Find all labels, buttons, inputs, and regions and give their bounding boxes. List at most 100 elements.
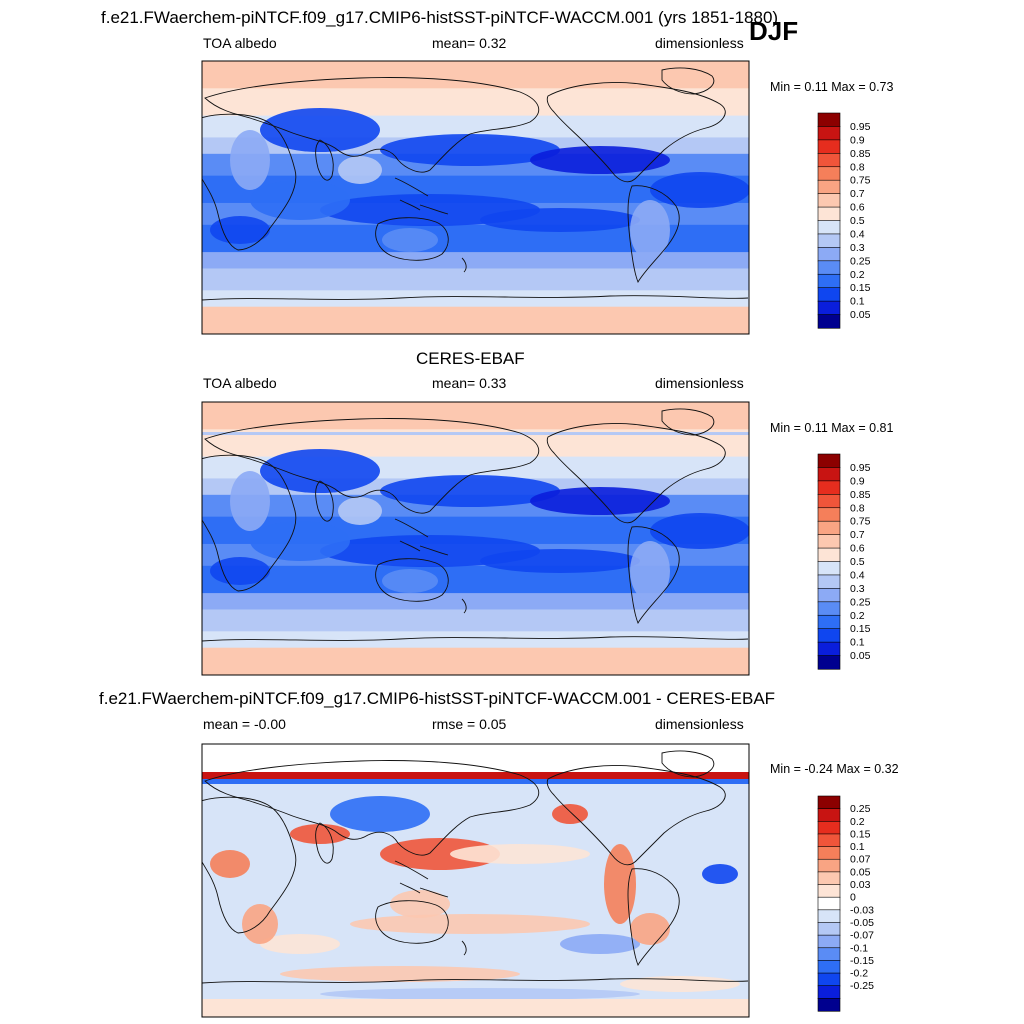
colorbar-tick-label: 0.7 bbox=[850, 529, 865, 541]
colorbar-swatch bbox=[817, 998, 841, 1012]
colorbar-swatch bbox=[817, 628, 841, 643]
colorbar-tick-label: -0.25 bbox=[850, 980, 874, 992]
colorbar-tick-label: 0.03 bbox=[850, 879, 871, 891]
panel2-minmax: Min = 0.11 Max = 0.81 bbox=[770, 421, 894, 435]
colorbar-tick-label: -0.05 bbox=[850, 917, 874, 929]
colorbar-swatch bbox=[817, 480, 841, 495]
panel1-map bbox=[201, 60, 750, 335]
panel3-mean-label: mean = -0.00 bbox=[203, 716, 286, 732]
panel3-minmax: Min = -0.24 Max = 0.32 bbox=[770, 762, 899, 776]
panel1-mean-label: mean= 0.32 bbox=[432, 35, 507, 51]
colorbar-swatch bbox=[817, 896, 841, 911]
colorbar-swatch bbox=[817, 561, 841, 576]
panel3-rmse-label: rmse = 0.05 bbox=[432, 716, 507, 732]
colorbar-tick-label: -0.1 bbox=[850, 942, 868, 954]
colorbar-tick-label: -0.07 bbox=[850, 930, 874, 942]
colorbar-swatch bbox=[817, 467, 841, 482]
colorbar-tick-label: 0.15 bbox=[850, 282, 871, 294]
colorbar-swatch bbox=[817, 273, 841, 289]
colorbar-swatch bbox=[817, 947, 841, 962]
panel3-map bbox=[201, 743, 750, 1018]
colorbar-swatch bbox=[817, 922, 841, 936]
colorbar-tick-label: 0.25 bbox=[850, 803, 871, 815]
panel1-units-label: dimensionless bbox=[655, 35, 744, 51]
panel2-colorbar: 0.950.9 0.850.8 0.750.7 0.60.50.4 0.30.25 0.2… bbox=[817, 453, 871, 670]
colorbar-tick-label: 0.1 bbox=[850, 296, 865, 308]
colorbar-tick-label: 0.85 bbox=[850, 148, 871, 160]
colorbar-swatch bbox=[817, 220, 841, 235]
colorbar-tick-label: 0.25 bbox=[850, 255, 871, 267]
colorbar-swatch bbox=[817, 520, 841, 536]
colorbar-tick-label: 0.05 bbox=[850, 650, 871, 662]
colorbar-tick-label: 0.15 bbox=[850, 828, 871, 840]
colorbar-swatch bbox=[817, 166, 841, 181]
colorbar-swatch bbox=[817, 453, 841, 469]
colorbar-tick-label: 0.8 bbox=[850, 502, 865, 514]
colorbar-swatch bbox=[817, 126, 841, 141]
colorbar-tick-label: -0.2 bbox=[850, 968, 868, 980]
colorbar-swatch bbox=[817, 179, 841, 195]
colorbar-tick-label: 0 bbox=[850, 892, 856, 904]
panel3-colorbar: 0.250.20.150.10.070.050.030-0.03-0.05-0.… bbox=[817, 795, 874, 1012]
colorbar-swatch bbox=[817, 206, 841, 222]
colorbar-swatch bbox=[817, 260, 841, 275]
colorbar-swatch bbox=[817, 314, 841, 329]
colorbar-swatch bbox=[817, 833, 841, 848]
colorbar-swatch bbox=[817, 808, 841, 822]
colorbar-tick-label: 0.85 bbox=[850, 489, 871, 501]
colorbar-swatch bbox=[817, 287, 841, 302]
colorbar-tick-label: 0.07 bbox=[850, 854, 871, 866]
colorbar-tick-label: 0.95 bbox=[850, 121, 871, 133]
panel1-title: f.e21.FWaerchem-piNTCF.f09_g17.CMIP6-his… bbox=[101, 8, 779, 27]
colorbar-tick-label: 0.2 bbox=[850, 269, 865, 281]
colorbar-swatch bbox=[817, 655, 841, 670]
colorbar-tick-label: 0.2 bbox=[850, 610, 865, 622]
colorbar-swatch bbox=[817, 507, 841, 522]
colorbar-swatch bbox=[817, 960, 841, 974]
colorbar-swatch bbox=[817, 153, 841, 168]
colorbar-tick-label: 0.7 bbox=[850, 188, 865, 200]
colorbar-swatch bbox=[817, 494, 841, 509]
colorbar-swatch bbox=[817, 193, 841, 208]
colorbar-swatch bbox=[817, 534, 841, 549]
colorbar-tick-label: 0.05 bbox=[850, 866, 871, 878]
panel1-colorbar: 0.950.9 0.850.8 0.750.7 0.60.50.4 0.30.25 0.2… bbox=[817, 112, 871, 329]
panel2-title: CERES-EBAF bbox=[416, 349, 525, 368]
season-label: DJF bbox=[749, 16, 799, 46]
colorbar-tick-label: 0.15 bbox=[850, 623, 871, 635]
colorbar-swatch bbox=[817, 972, 841, 987]
colorbar-swatch bbox=[817, 247, 841, 262]
colorbar-tick-label: 0.5 bbox=[850, 215, 865, 227]
colorbar-tick-label: 0.75 bbox=[850, 175, 871, 187]
colorbar-swatch bbox=[817, 934, 841, 949]
colorbar-swatch bbox=[817, 985, 841, 999]
colorbar-tick-label: -0.03 bbox=[850, 904, 874, 916]
colorbar-tick-label: 0.9 bbox=[850, 134, 865, 146]
colorbar-tick-label: 0.2 bbox=[850, 816, 865, 828]
colorbar-swatch bbox=[817, 871, 841, 886]
colorbar-swatch bbox=[817, 139, 841, 154]
colorbar-tick-label: 0.25 bbox=[850, 596, 871, 608]
colorbar-swatch bbox=[817, 846, 841, 860]
colorbar-swatch bbox=[817, 909, 841, 924]
colorbar-tick-label: 0.4 bbox=[850, 228, 865, 240]
colorbar-swatch bbox=[817, 858, 841, 873]
colorbar-tick-label: 0.05 bbox=[850, 309, 871, 321]
colorbar-swatch bbox=[817, 588, 841, 603]
colorbar-tick-label: 0.8 bbox=[850, 161, 865, 173]
panel3-units-label: dimensionless bbox=[655, 716, 744, 732]
colorbar-swatch bbox=[817, 641, 841, 657]
colorbar-swatch bbox=[817, 547, 841, 563]
colorbar-tick-label: 0.4 bbox=[850, 569, 865, 581]
colorbar-swatch bbox=[817, 300, 841, 316]
panel2-units-label: dimensionless bbox=[655, 375, 744, 391]
panel2-mean-label: mean= 0.33 bbox=[432, 375, 507, 391]
panel2-left-label: TOA albedo bbox=[203, 375, 277, 391]
colorbar-swatch bbox=[817, 614, 841, 630]
colorbar-swatch bbox=[817, 574, 841, 589]
colorbar-swatch bbox=[817, 884, 841, 898]
panel3-title: f.e21.FWaerchem-piNTCF.f09_g17.CMIP6-his… bbox=[99, 689, 776, 708]
colorbar-tick-label: 0.3 bbox=[850, 583, 865, 595]
colorbar-tick-label: 0.1 bbox=[850, 637, 865, 649]
